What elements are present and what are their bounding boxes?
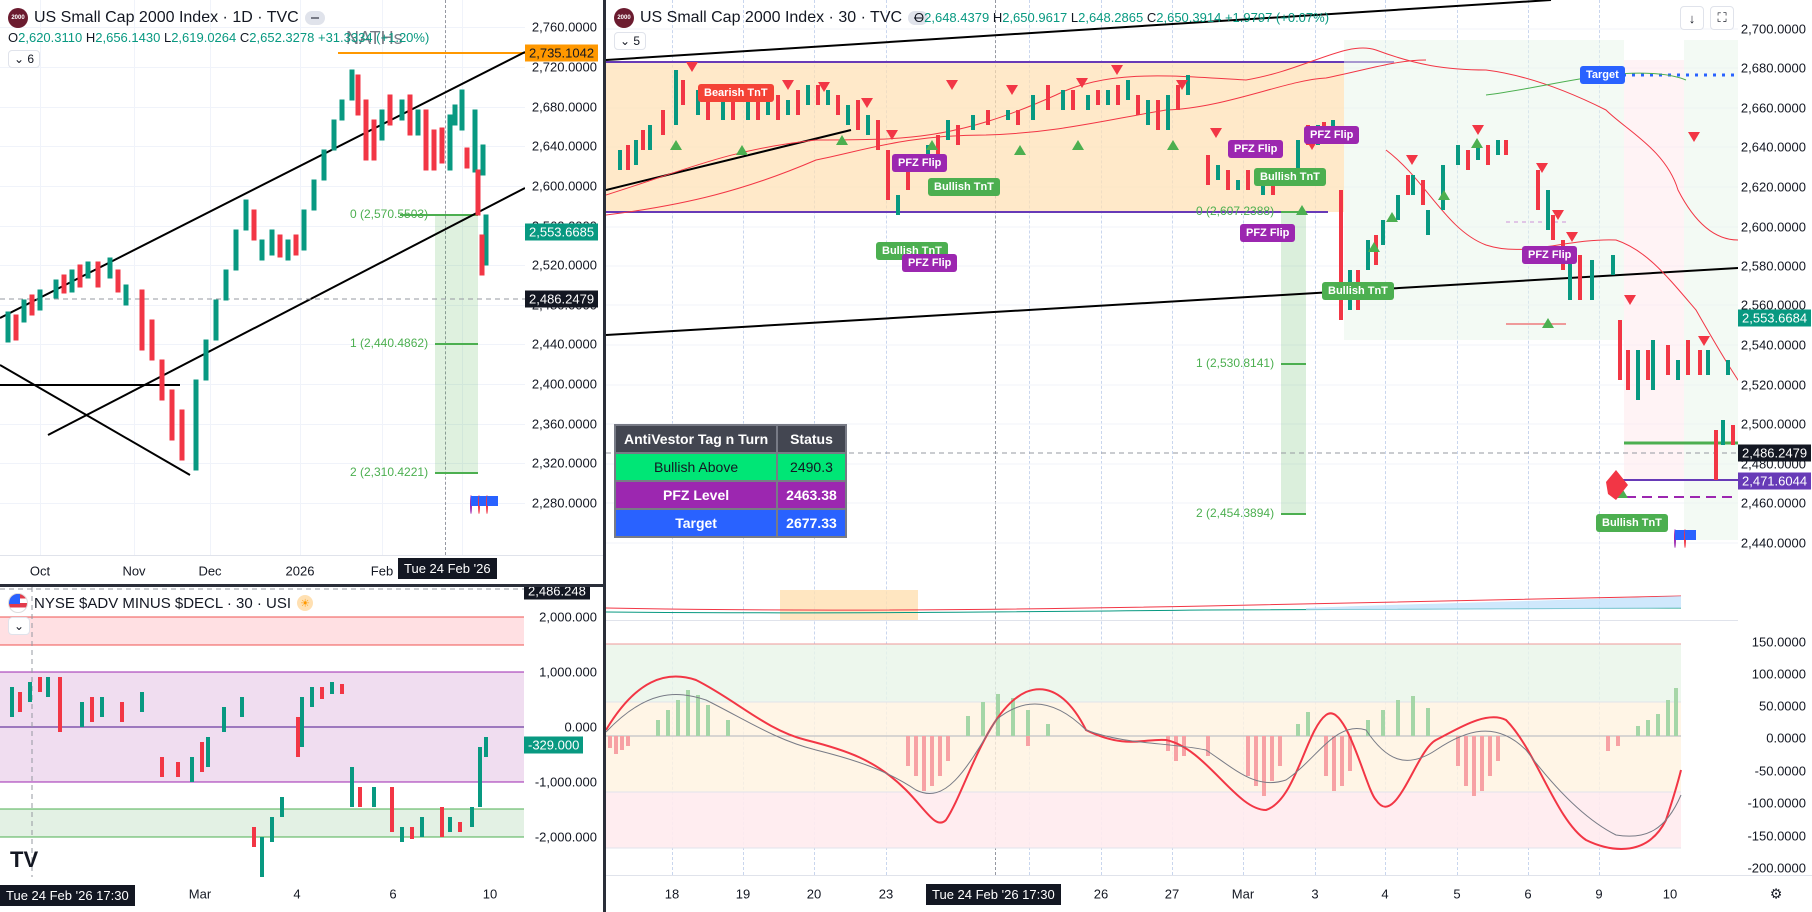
pfz-flip-label: PFZ Flip [1228, 140, 1284, 158]
naths-annotation[interactable]: NATHs [346, 28, 403, 48]
left-chart-canvas [0, 51, 526, 476]
crosshair-price-tag: 2,486.2479 [525, 290, 599, 308]
sub-indicator-canvas [606, 590, 1682, 620]
ath-price-tag: 2,735.1042 [525, 44, 599, 62]
fib-level-0: 0 (2,570.5503) [350, 207, 429, 221]
us-economic-events-icon[interactable] [470, 495, 506, 516]
breadth-collapse-button[interactable]: ⌄ [8, 617, 31, 635]
pfz-price-tag: 2,471.6044 [1738, 472, 1812, 490]
breadth-chart-pane[interactable]: NYSE $ADV MINUS $DECL · 30 · USI ☀ ⌄ TV … [0, 587, 603, 912]
antivestor-status-table: AntiVestor Tag n Turn Status Bullish Abo… [613, 424, 847, 538]
table-row: PFZ Level 2463.38 [613, 480, 847, 510]
breadth-price-axis[interactable]: 2,000.000 1,000.000 0.000 -1,000.000 -2,… [524, 587, 603, 875]
right-time-crosshair-tag: Tue 24 Feb '26 17:30 [926, 884, 1061, 905]
gear-icon[interactable]: ⚙ [1769, 885, 1783, 902]
left-daily-chart-pane[interactable]: 2000 US Small Cap 2000 Index · 1D · TVC … [0, 0, 603, 585]
left-chart-legend[interactable]: 2000 US Small Cap 2000 Index · 1D · TVC [8, 8, 325, 28]
layout-splitter[interactable] [603, 0, 606, 912]
fib-level-1: 1 (2,530.8141) [1196, 356, 1275, 370]
pfz-flip-label: PFZ Flip [902, 254, 958, 272]
bearish-tnt-label: Bearish TnT [698, 84, 774, 102]
market-closed-icon[interactable]: ☀ [297, 595, 314, 611]
crosshair-price-tag: 2,486.2479 [1738, 444, 1812, 462]
tradingview-logo[interactable]: TV [10, 847, 39, 872]
breadth-last-tag: -329.000 [524, 736, 584, 754]
target-label: Target [1580, 66, 1625, 84]
last-price-tag: 2,553.6684 [1738, 309, 1812, 327]
fib-level-1: 1 (2,440.4862) [350, 336, 429, 350]
breadth-crosshair-tag: 2,486.248 [524, 587, 590, 600]
scroll-to-latest-button[interactable]: ↓ [1680, 6, 1704, 30]
right-30min-chart-pane[interactable]: 2000 US Small Cap 2000 Index · 30 · TVC … [606, 0, 1812, 912]
pfz-flip-label: PFZ Flip [892, 154, 948, 172]
symbol-logo-icon: 2000 [8, 8, 28, 28]
last-price-tag: 2,553.6685 [525, 223, 599, 241]
pfz-flip-label: PFZ Flip [1522, 246, 1578, 264]
right-time-axis[interactable]: 18 19 20 23 26 27 Mar 3 4 5 6 9 10 ⚙ [606, 875, 1812, 912]
hide-icon[interactable] [304, 11, 325, 25]
breadth-time-axis[interactable]: Mar 4 6 10 [188, 886, 498, 901]
bullish-tnt-label: Bullish TnT [1322, 282, 1394, 300]
left-chart-ohlc: O2,620.3110 H2,656.1430 L2,619.0264 C2,6… [8, 30, 430, 45]
indicators-collapse-button[interactable]: ⌄ 6 [8, 50, 41, 68]
table-header: AntiVestor Tag n Turn [613, 424, 779, 454]
left-time-axis[interactable]: Oct Nov Dec 2026 Feb [0, 555, 603, 585]
breadth-chart-legend[interactable]: NYSE $ADV MINUS $DECL · 30 · USI ☀ [8, 593, 314, 613]
pfz-flip-label: PFZ Flip [1304, 126, 1360, 144]
left-price-axis[interactable]: 2,760.0000 2,720.0000 2,680.0000 2,640.0… [525, 0, 603, 555]
left-chart-title: US Small Cap 2000 Index · 1D · TVC [34, 9, 299, 26]
right-chart-legend[interactable]: 2000 US Small Cap 2000 Index · 30 · TVC [614, 8, 929, 28]
breadth-chart-canvas [0, 587, 524, 877]
symbol-logo-icon: 2000 [614, 8, 634, 28]
bullish-tnt-label: Bullish TnT [1254, 168, 1326, 186]
table-row: Target 2677.33 [613, 508, 847, 538]
bullish-tnt-label: Bullish TnT [928, 178, 1000, 196]
right-price-axis[interactable]: 2,700.0000 2,680.0000 2,660.0000 2,640.0… [1738, 0, 1812, 588]
bullish-tnt-label: Bullish TnT [1596, 514, 1668, 532]
indicators-collapse-button[interactable]: ⌄ 5 [614, 32, 647, 50]
us-flag-icon [8, 593, 28, 613]
pane-separator[interactable] [0, 584, 603, 587]
right-chart-title: US Small Cap 2000 Index · 30 · TVC [640, 9, 903, 26]
right-chart-ohlc: O2,648.4379 H2,650.9617 L2,648.2865 C2,6… [914, 10, 1330, 25]
fib-level-2: 2 (2,310.4221) [350, 465, 429, 479]
fullscreen-button[interactable]: ⛶ [1710, 6, 1734, 30]
breadth-chart-title: NYSE $ADV MINUS $DECL · 30 · USI [34, 594, 292, 612]
table-row: Bullish Above 2490.3 [613, 452, 847, 482]
fib-level-2: 2 (2,454.3894) [1196, 506, 1275, 520]
oscillator-canvas [606, 643, 1682, 850]
hide-icon[interactable] [908, 11, 929, 25]
table-header: Status [776, 424, 847, 454]
left-time-crosshair-tag: Tue 24 Feb '26 [398, 558, 497, 579]
breadth-time-crosshair-tag: Tue 24 Feb '26 17:30 [0, 885, 135, 906]
oscillator-axis[interactable]: 150.0000 100.0000 50.0000 0.0000 -50.000… [1738, 620, 1812, 876]
fib-level-0: 0 (2,607.2388) [1196, 204, 1275, 218]
us-economic-events-icon[interactable] [1674, 529, 1704, 550]
pfz-flip-label: PFZ Flip [1240, 224, 1296, 242]
